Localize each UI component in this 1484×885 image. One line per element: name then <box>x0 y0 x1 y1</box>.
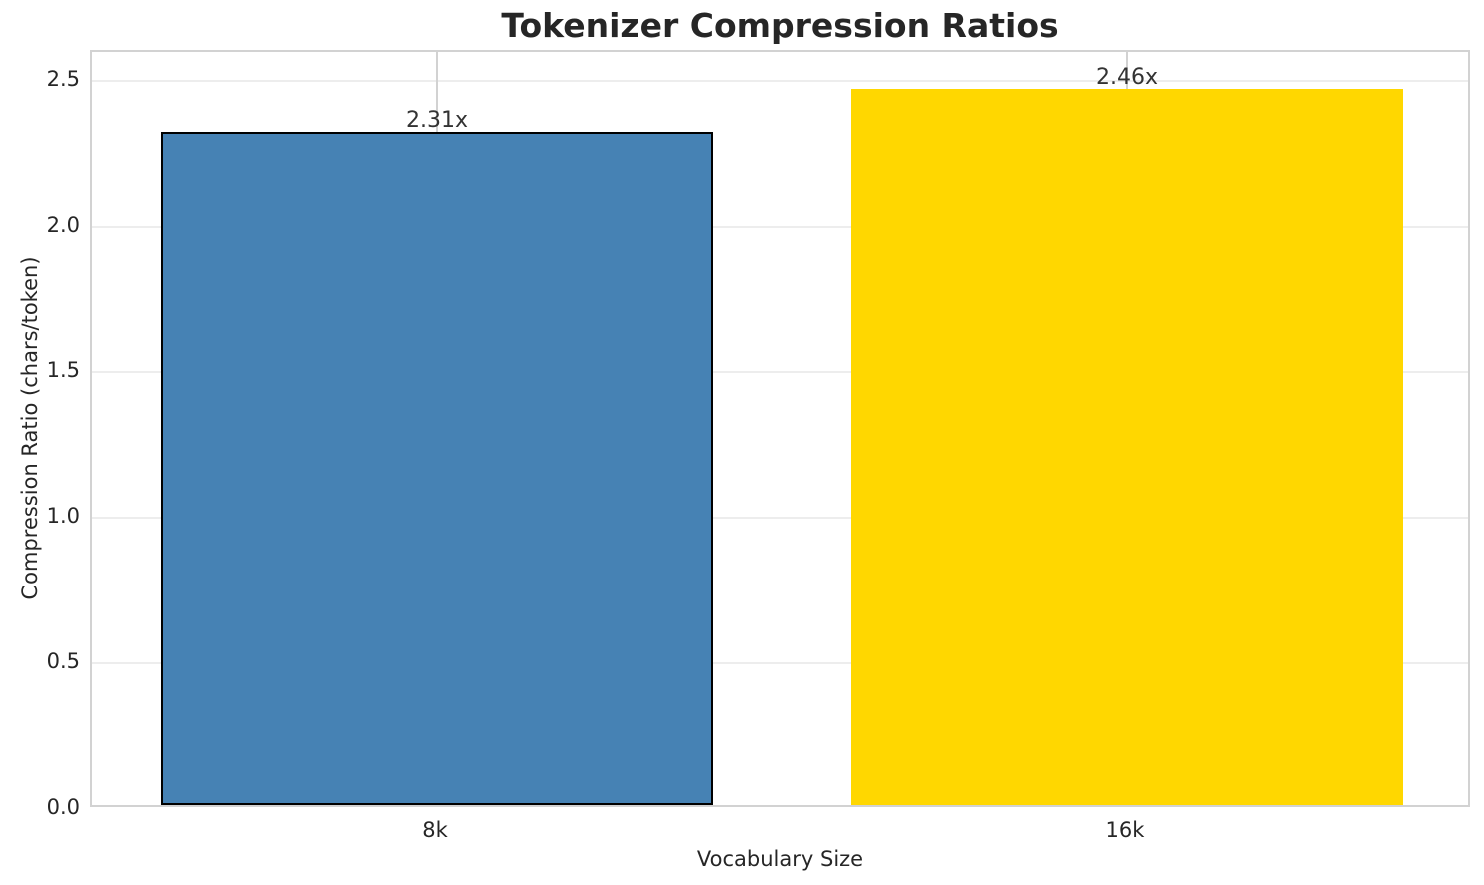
y-tick-label: 1.5 <box>46 358 80 383</box>
plot-area: 2.31x 2.46x <box>90 50 1470 807</box>
gridline-horizontal <box>92 225 1468 228</box>
y-tick-label: 1.0 <box>46 503 80 528</box>
bar-8k <box>161 132 713 805</box>
gridline-horizontal <box>92 516 1468 519</box>
gridline-horizontal <box>92 371 1468 374</box>
bar-value-label: 2.46x <box>1095 64 1158 90</box>
bar-16k <box>851 89 1403 805</box>
y-tick-label: 0.5 <box>46 649 80 674</box>
y-tick-label: 0.0 <box>46 795 80 819</box>
gridline-horizontal <box>92 662 1468 665</box>
y-tick-label: 2.0 <box>46 212 80 237</box>
y-axis-label: Compression Ratio (chars/token) <box>18 256 42 600</box>
chart-title: Tokenizer Compression Ratios <box>501 6 1059 45</box>
x-tick-label: 16k <box>1105 818 1145 842</box>
x-axis-label: Vocabulary Size <box>696 847 864 871</box>
bar-value-label: 2.31x <box>405 108 468 134</box>
gridline-horizontal <box>92 80 1468 83</box>
x-tick-label: 8k <box>422 818 448 842</box>
y-tick-label: 2.5 <box>46 67 80 92</box>
